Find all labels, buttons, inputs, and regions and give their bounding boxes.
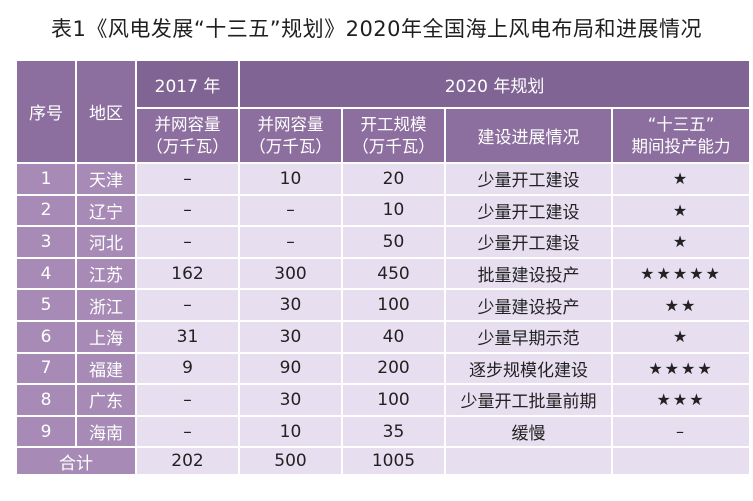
row-capacity-stars: –: [610, 414, 752, 449]
table-title: 表1《风电发展“十三五”规划》2020年全国海上风电布局和进展情况: [50, 17, 703, 41]
row-capacity-stars: ★: [610, 225, 752, 259]
row-capacity-stars: ★: [610, 162, 752, 196]
header-plan-2020: 2020 年规划: [237, 59, 752, 109]
table-row: 9 海南 – 10 35 缓慢 –: [15, 414, 752, 449]
total-label: 合计: [15, 446, 137, 477]
header-region: 地区: [75, 59, 137, 164]
row-grid-2020: 10: [238, 162, 343, 196]
row-seq: 2: [15, 193, 77, 228]
row-grid-2017: –: [135, 225, 240, 259]
table-row: 1 天津 – 10 20 少量开工建设 ★: [15, 162, 752, 196]
table-row: 2 辽宁 – – 10 少量开工建设 ★: [15, 193, 752, 228]
row-region: 江苏: [75, 256, 137, 291]
row-construction: 50: [341, 225, 446, 259]
table-row: 4 江苏 162 300 450 批量建设投产 ★★★★★: [15, 256, 752, 291]
header-grid-capacity-2020: 并网容量 （万千瓦）: [238, 107, 343, 164]
row-construction: 100: [341, 288, 446, 322]
row-grid-2020: 30: [238, 319, 343, 354]
row-capacity-stars: ★★: [610, 288, 752, 322]
table-row: 7 福建 9 90 200 逐步规模化建设 ★★★★: [15, 351, 752, 386]
offshore-wind-table: 序号 地区 2017 年 2020 年规划 并网容量 （万千瓦） 并网容量 （万千瓦…: [15, 59, 752, 477]
row-progress: 逐步规模化建设: [444, 351, 613, 386]
row-region: 海南: [75, 414, 137, 449]
row-grid-2020: –: [238, 225, 343, 259]
row-grid-2020: 300: [238, 256, 343, 291]
header-seq: 序号: [15, 59, 77, 164]
row-construction: 10: [341, 193, 446, 228]
row-seq: 3: [15, 225, 77, 259]
row-construction: 200: [341, 351, 446, 386]
row-construction: 100: [341, 383, 446, 417]
row-construction: 40: [341, 319, 446, 354]
row-grid-2017: –: [135, 383, 240, 417]
row-grid-2017: –: [135, 414, 240, 449]
total-progress-empty: [444, 446, 613, 477]
row-region: 天津: [75, 162, 137, 196]
row-seq: 7: [15, 351, 77, 386]
row-capacity-stars: ★: [610, 319, 752, 354]
table-row: 6 上海 31 30 40 少量早期示范 ★: [15, 319, 752, 354]
row-grid-2020: 30: [238, 383, 343, 417]
row-region: 福建: [75, 351, 137, 386]
row-seq: 4: [15, 256, 77, 291]
row-grid-2017: –: [135, 288, 240, 322]
header-capacity: “十三五” 期间投产能力: [610, 107, 752, 164]
row-grid-2017: 31: [135, 319, 240, 354]
total-grid-2017: 202: [135, 446, 240, 477]
row-progress: 缓慢: [444, 414, 613, 449]
row-grid-2020: 90: [238, 351, 343, 386]
row-seq: 6: [15, 319, 77, 354]
row-grid-2020: 10: [238, 414, 343, 449]
row-progress: 少量早期示范: [444, 319, 613, 354]
row-progress: 少量开工建设: [444, 193, 613, 228]
header-grid-capacity-2017: 并网容量 （万千瓦）: [135, 107, 240, 164]
row-progress: 少量建设投产: [444, 288, 613, 322]
header-year-2017: 2017 年: [135, 59, 240, 109]
row-progress: 批量建设投产: [444, 256, 613, 291]
row-capacity-stars: ★★★★★: [610, 256, 752, 291]
row-construction: 20: [341, 162, 446, 196]
row-grid-2017: –: [135, 162, 240, 196]
row-region: 河北: [75, 225, 137, 259]
row-grid-2017: –: [135, 193, 240, 228]
table-row: 5 浙江 – 30 100 少量建设投产 ★★: [15, 288, 752, 322]
table-row: 3 河北 – – 50 少量开工建设 ★: [15, 225, 752, 259]
row-capacity-stars: ★★★: [610, 383, 752, 417]
total-capacity-empty: [610, 446, 752, 477]
row-progress: 少量开工建设: [444, 225, 613, 259]
row-grid-2017: 162: [135, 256, 240, 291]
row-seq: 5: [15, 288, 77, 322]
header-construction-scale: 开工规模 （万千瓦）: [341, 107, 446, 164]
row-region: 上海: [75, 319, 137, 354]
row-capacity-stars: ★: [610, 193, 752, 228]
table-row: 8 广东 – 30 100 少量开工批量前期 ★★★: [15, 383, 752, 417]
row-region: 辽宁: [75, 193, 137, 228]
row-grid-2017: 9: [135, 351, 240, 386]
header-progress: 建设进展情况: [444, 107, 613, 164]
total-construction: 1005: [341, 446, 446, 477]
row-capacity-stars: ★★★★: [610, 351, 752, 386]
row-seq: 1: [15, 162, 77, 196]
row-region: 广东: [75, 383, 137, 417]
row-region: 浙江: [75, 288, 137, 322]
row-grid-2020: 30: [238, 288, 343, 322]
row-seq: 9: [15, 414, 77, 449]
row-construction: 35: [341, 414, 446, 449]
row-progress: 少量开工批量前期: [444, 383, 613, 417]
row-seq: 8: [15, 383, 77, 417]
row-progress: 少量开工建设: [444, 162, 613, 196]
row-construction: 450: [341, 256, 446, 291]
total-row: 合计 202 500 1005: [15, 446, 752, 477]
total-grid-2020: 500: [238, 446, 343, 477]
row-grid-2020: –: [238, 193, 343, 228]
